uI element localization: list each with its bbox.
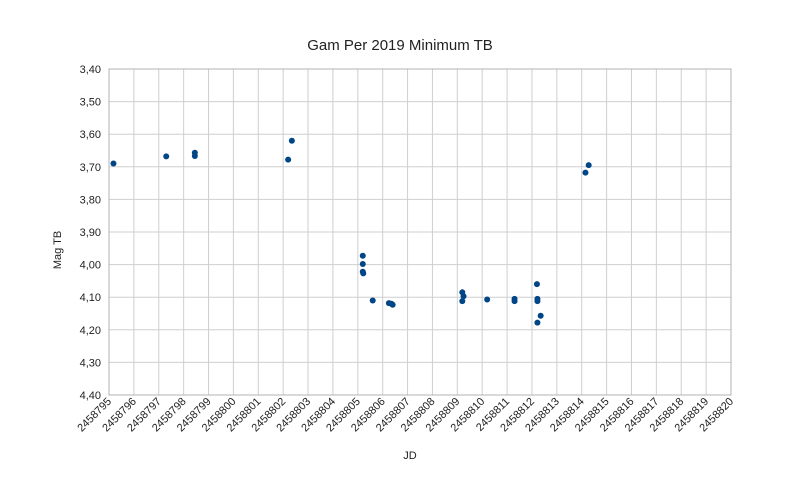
y-tick-label: 3,50 (80, 97, 101, 109)
data-point (360, 270, 367, 277)
data-point (534, 298, 541, 305)
data-points (110, 137, 592, 326)
data-point (460, 293, 467, 300)
y-tick-label: 4,20 (80, 325, 101, 337)
x-axis-ticks: 2458795245879624587972458798245879924588… (75, 396, 736, 435)
data-point (163, 153, 170, 160)
data-point (191, 153, 198, 160)
data-point (110, 160, 117, 167)
data-point (484, 296, 491, 303)
data-point (585, 162, 592, 169)
y-tick-label: 3,40 (80, 64, 101, 76)
data-point (459, 298, 466, 305)
y-tick-label: 4,10 (80, 292, 101, 304)
y-tick-label: 3,80 (80, 194, 101, 206)
chart-title: Gam Per 2019 Minimum TB (307, 37, 493, 54)
y-tick-label: 4,40 (80, 390, 101, 402)
plot-frame (108, 68, 732, 396)
data-point (511, 298, 518, 305)
grid (108, 68, 732, 396)
data-point (533, 281, 540, 288)
data-point (359, 260, 366, 267)
x-axis-label: JD (403, 450, 417, 462)
data-point (389, 301, 396, 308)
data-point (369, 297, 376, 304)
data-point (288, 137, 295, 144)
data-point (582, 169, 589, 176)
y-tick-label: 4,30 (80, 357, 101, 369)
y-axis-label: Mag TB (52, 231, 64, 269)
y-tick-label: 4,00 (80, 260, 101, 272)
y-tick-label: 3,90 (80, 227, 101, 239)
y-tick-label: 3,70 (80, 162, 101, 174)
y-tick-label: 3,60 (80, 129, 101, 141)
y-axis-ticks: 3,40 3,50 3,60 3,70 3,80 3,90 4,00 4,10 4,20 4,30… (80, 64, 101, 402)
data-point (285, 156, 292, 163)
data-point (534, 319, 541, 326)
data-point (359, 252, 366, 259)
data-point (537, 312, 544, 319)
